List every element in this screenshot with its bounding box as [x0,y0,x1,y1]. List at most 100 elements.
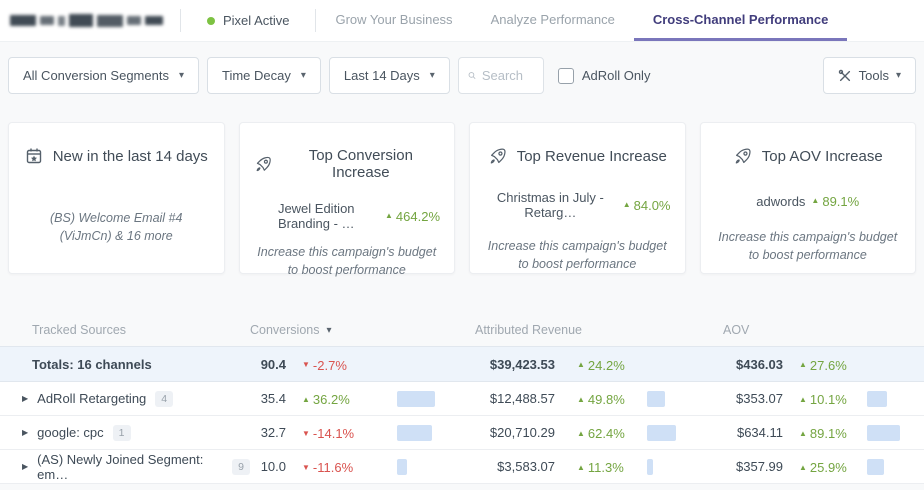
revenue-bar [647,458,653,475]
card-new-in-last-14-days: New in the last 14 days (BS) Welcome Ema… [8,122,225,274]
totals-row: Totals: 16 channels 90.4 ▼ -2.7% $39,423… [0,346,924,382]
adroll-only-checkbox[interactable] [557,67,574,84]
logo-block [58,15,65,26]
card-top-revenue-increase: Top Revenue Increase Christmas in July -… [469,122,686,274]
trend-arrow-icon: ▲ [302,394,310,404]
date-range-dropdown[interactable]: Last 14 Days ▾ [328,57,450,94]
tools-label: Tools [858,68,889,83]
change-indicator: ▲ 11.3% [577,460,624,475]
change-indicator: ▲ 36.2% [302,392,350,407]
search-field [457,57,544,94]
conversions-value: 35.4 [260,391,286,406]
aov-value: $357.99 [736,459,783,474]
trend-arrow-icon: ▲ [799,462,807,472]
trend-arrow-icon: ▲ [622,200,631,210]
header-aov: AOV [723,323,750,337]
divider [180,9,181,32]
expand-caret-icon[interactable]: ▶ [22,462,29,471]
change-value: -14.1% [312,426,355,442]
change-indicator: ▲ 62.4% [577,426,625,441]
change-value: 84.0% [633,197,671,213]
chevron-down-icon: ▾ [895,70,901,81]
trend-arrow-icon: ▲ [384,211,393,220]
adroll-only-label: AdRoll Only [581,68,651,83]
card-value: Christmas in July - Retarg… ▲ 84.0% [484,190,671,221]
count-badge: 1 [112,424,131,441]
change-value: 10.1% [809,392,847,408]
summary-cards: New in the last 14 days (BS) Welcome Ema… [8,122,916,277]
change-indicator: ▲ 24.2% [577,358,625,373]
filter-toolbar: All Conversion Segments ▾ Time Decay ▾ L… [8,57,916,94]
revenue-bar [647,390,665,407]
card-top-conversion-increase: Top Conversion Increase Jewel Edition Br… [238,122,455,277]
date-range-label: Last 14 Days [343,68,420,83]
change-value: 27.6% [809,357,847,373]
redacted-logo [0,0,180,41]
change-value: 89.1% [809,426,847,442]
change-value: 11.3% [587,460,624,476]
change-value: 62.4% [587,426,625,442]
totals-aov: $436.03 [736,356,783,372]
card-title-text: New in the last 14 days [52,147,208,165]
change-indicator: ▲ 25.9% [799,460,847,475]
tracked-sources-table: Tracked Sources Conversions ▾ Attributed… [0,314,924,484]
table-row[interactable]: ▶ google: cpc 1 32.7 ▼ -14.1% $20,710.29… [0,416,924,450]
trend-arrow-icon: ▼ [302,360,310,370]
header-attributed-revenue: Attributed Revenue [475,323,583,337]
trend-arrow-icon: ▲ [577,462,585,472]
change-value: 464.2% [395,208,440,224]
table-row[interactable]: ▶ AdRoll Retargeting 4 35.4 ▲ 36.2% $12,… [0,382,924,416]
trend-arrow-icon: ▼ [302,428,310,438]
source-label: (AS) Newly Joined Segment: em… [37,451,204,482]
top-item-name: Jewel Edition Branding - … [277,201,355,231]
calendar-star-icon [26,148,41,164]
trend-arrow-icon: ▲ [799,394,807,404]
card-title: New in the last 14 days [25,147,208,165]
conversions-bar [397,458,407,475]
conversions-value: 10.0 [260,459,286,474]
change-value: -2.7% [312,357,347,373]
rocket-icon [256,156,271,171]
totals-revenue: $39,423.53 [489,356,555,372]
aov-bar [867,390,887,407]
conversion-segments-label: All Conversion Segments [23,68,169,83]
top-item-name: Christmas in July - Retarg… [496,190,604,221]
rocket-icon [490,148,506,164]
conversions-value: 32.7 [260,425,286,440]
expand-caret-icon[interactable]: ▶ [22,428,29,437]
card-note: Increase this campaign's budget to boost… [487,238,667,271]
change-indicator: ▲ 464.2% [385,209,440,224]
tab-grow-your-business[interactable]: Grow Your Business [316,0,471,41]
chevron-down-icon: ▾ [300,70,306,81]
rocket-icon [735,148,751,164]
card-title: Top Conversion Increase [254,147,441,181]
trend-arrow-icon: ▲ [577,360,585,370]
tools-dropdown[interactable]: Tools ▾ [822,57,916,94]
change-indicator: ▲ 27.6% [799,358,847,373]
card-title-text: Top AOV Increase [761,148,883,165]
card-top-aov-increase: Top AOV Increase adwords ▲ 89.1% Increas… [699,122,916,274]
header-conversions-sort[interactable]: Conversions ▾ [250,323,475,337]
adroll-only-filter[interactable]: AdRoll Only [557,67,651,84]
chevron-down-icon: ▾ [429,70,435,81]
expand-caret-icon[interactable]: ▶ [22,394,29,403]
search-input[interactable] [481,68,534,83]
trend-arrow-icon: ▲ [811,196,820,205]
tab-cross-channel-performance[interactable]: Cross-Channel Performance [633,0,848,41]
logo-block [10,15,36,26]
logo-block [40,16,54,25]
change-indicator: ▲ 89.1% [799,426,847,441]
divider [315,9,317,32]
pixel-active-dot-icon [207,16,215,25]
attribution-model-dropdown[interactable]: Time Decay ▾ [207,57,321,94]
top-navigation-bar: Pixel Active Grow Your Business Analyze … [0,0,924,42]
main-tabs: Grow Your Business Analyze Performance C… [316,0,848,41]
tab-analyze-performance[interactable]: Analyze Performance [472,0,634,41]
logo-block [127,16,141,25]
conversion-segments-dropdown[interactable]: All Conversion Segments ▾ [8,57,199,94]
table-row[interactable]: ▶ (AS) Newly Joined Segment: em… 9 10.0 … [0,450,924,484]
change-value: 25.9% [809,460,847,476]
card-title-text: Top Revenue Increase [516,148,667,165]
logo-block [145,16,163,25]
card-value: adwords ▲ 89.1% [756,192,859,210]
